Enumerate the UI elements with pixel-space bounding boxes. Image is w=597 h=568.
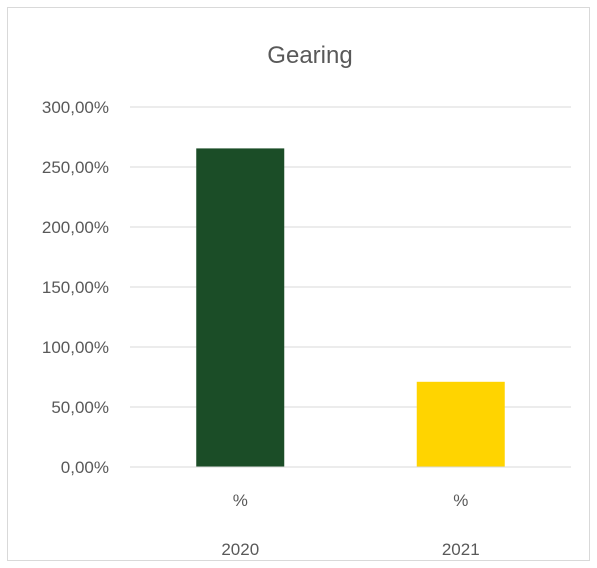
chart-title: Gearing <box>267 42 352 69</box>
y-tick-label: 100,00% <box>42 338 109 357</box>
bars <box>196 148 505 467</box>
bar-2020 <box>196 148 285 467</box>
y-tick-label: 250,00% <box>42 158 109 177</box>
x-axis-category-labels: % 2020% 2021 <box>221 491 479 559</box>
y-tick-label: 150,00% <box>42 278 109 297</box>
bar-2021 <box>416 381 505 467</box>
x-category-label: % <box>233 491 248 510</box>
y-tick-label: 0,00% <box>61 458 109 477</box>
x-group-label: 2021 <box>442 540 480 559</box>
y-tick-label: 50,00% <box>51 398 109 417</box>
y-tick-label: 300,00% <box>42 98 109 117</box>
x-group-label: 2020 <box>221 540 259 559</box>
gridlines <box>130 106 571 408</box>
y-axis-tick-labels: 0,00% 50,00% 100,00% 150,00% 200,00% 250,00% 3… <box>42 98 109 477</box>
chart-frame <box>7 7 590 561</box>
y-tick-label: 200,00% <box>42 218 109 237</box>
x-category-label: % <box>453 491 468 510</box>
